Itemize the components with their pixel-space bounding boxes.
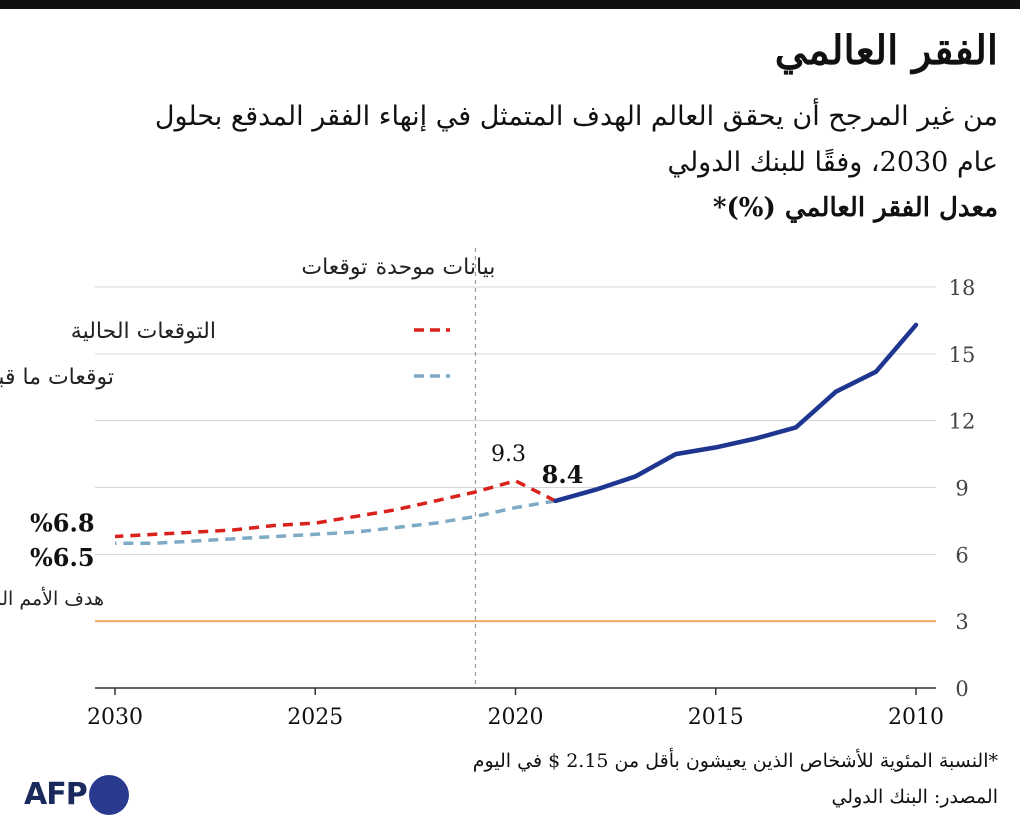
data-labels: 9.3 8.4 %6.8 %6.5 <box>30 442 583 572</box>
data-label: 9.3 <box>491 442 526 467</box>
chart-title: الفقر العالمي <box>774 27 998 74</box>
series-line-2 <box>115 499 556 545</box>
top-bar <box>0 0 1020 9</box>
series-line-0 <box>553 322 919 504</box>
x-tick-label: 2025 <box>287 705 343 730</box>
series-group <box>114 322 919 545</box>
data-label: %6.8 <box>30 509 95 538</box>
x-axis-ticks: 2030 2025 2020 2015 2010 <box>87 688 944 730</box>
chart-subtitle: من غير المرجح أن يحقق العالم الهدف المتم… <box>154 101 998 178</box>
legend-label-precovid: توقعات ما قبل كوفيد-19 <box>0 365 114 390</box>
y-tick-label: 6 <box>955 543 968 567</box>
source-note: المصدر: البنك الدولي <box>831 786 998 808</box>
data-label: %6.5 <box>30 543 95 572</box>
y-tick-label: 9 <box>955 477 968 501</box>
y-tick-label: 3 <box>955 610 968 634</box>
data-label: 8.4 <box>542 460 584 489</box>
x-tick-label: 2020 <box>488 705 544 730</box>
unit-label: معدل الفقر العالمي (%)* <box>712 193 998 223</box>
y-tick-label: 15 <box>949 343 976 367</box>
zone-label-forecast: توقعات <box>301 255 367 280</box>
grid-lines <box>95 286 936 622</box>
line-chart: 0 3 6 9 12 15 18 2030 2025 2020 2015 2010 بيانات م… <box>0 248 976 730</box>
zone-label-actual: بيانات موحدة <box>376 255 496 280</box>
footnote: *النسبة المئوية للأشخاص الذين يعيشون بأق… <box>472 750 998 772</box>
y-axis-ticks: 0 3 6 9 12 15 18 <box>949 276 976 701</box>
series-line-1 <box>114 479 557 539</box>
target-label: هدف الأمم المتحدة: 3% بحلول عام 2030 <box>0 587 104 610</box>
x-tick-label: 2015 <box>688 705 744 730</box>
afp-logo: AFP <box>24 775 129 815</box>
y-tick-label: 18 <box>949 276 976 300</box>
legend: التوقعات الحالية توقعات ما قبل كوفيد-19 <box>0 319 450 390</box>
x-tick-label: 2010 <box>888 705 944 730</box>
legend-label-current: التوقعات الحالية <box>71 319 216 344</box>
y-tick-label: 0 <box>955 677 968 701</box>
y-tick-label: 12 <box>949 410 976 434</box>
logo-text: AFP <box>24 777 88 812</box>
logo-dot <box>88 775 129 815</box>
x-tick-label: 2030 <box>87 705 143 730</box>
